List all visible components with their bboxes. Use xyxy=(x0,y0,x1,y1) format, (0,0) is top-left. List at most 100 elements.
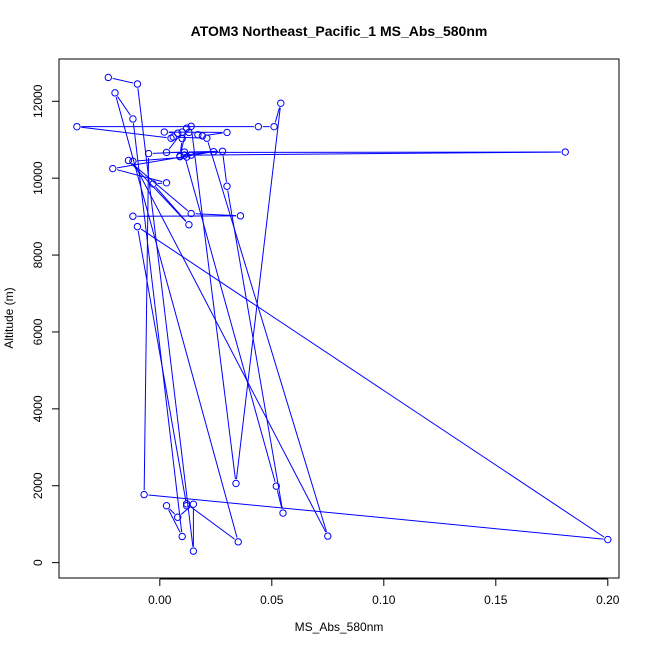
data-point xyxy=(234,538,242,546)
y-tick-label: 6000 xyxy=(31,318,45,345)
x-tick-label: 0.15 xyxy=(484,593,508,607)
data-point xyxy=(178,532,186,541)
series-segment xyxy=(180,142,183,152)
data-point xyxy=(185,221,193,229)
data-point xyxy=(187,122,195,130)
series-segment xyxy=(140,228,605,538)
x-tick-label: 0.00 xyxy=(148,593,172,607)
series-segment xyxy=(131,162,189,212)
series-segment xyxy=(227,190,283,509)
data-point xyxy=(236,212,245,220)
data-point xyxy=(133,80,142,88)
data-point xyxy=(162,148,171,157)
data-point xyxy=(174,129,182,137)
series-segment xyxy=(169,508,176,515)
series-segment xyxy=(195,213,237,217)
data-point xyxy=(189,547,198,555)
series-segment xyxy=(185,159,276,483)
data-point xyxy=(272,482,280,490)
series-segment xyxy=(131,163,187,222)
x-axis-label: MS_Abs_580nm xyxy=(295,620,384,634)
data-point xyxy=(277,99,285,107)
series-segment xyxy=(188,150,219,153)
x-tick-label: 0.10 xyxy=(372,593,396,607)
data-point xyxy=(270,122,278,131)
data-point xyxy=(149,180,157,188)
series-segment xyxy=(168,135,180,150)
data-point xyxy=(174,513,182,521)
data-point xyxy=(162,179,171,187)
data-point xyxy=(187,209,195,218)
data-point xyxy=(111,89,119,97)
data-point xyxy=(167,134,175,142)
series-segment xyxy=(81,126,167,139)
y-tick-label: 2000 xyxy=(31,472,45,499)
series-segment xyxy=(191,130,236,480)
y-axis: 0 2000 4000 6000 8000 10000 12000 xyxy=(31,84,60,566)
y-axis-label: Altitude (m) xyxy=(2,287,16,348)
series-segment xyxy=(137,230,187,502)
data-point xyxy=(561,148,569,156)
data-point xyxy=(198,132,207,140)
series-segment xyxy=(116,169,163,183)
data-point xyxy=(133,222,142,231)
series-segment xyxy=(235,107,281,480)
series-segment xyxy=(189,506,235,540)
series-segment xyxy=(276,490,283,509)
series-segment xyxy=(206,132,223,136)
data-point xyxy=(73,122,81,131)
data-point xyxy=(254,122,263,131)
series-segment xyxy=(134,164,327,533)
chart-title: ATOM3 Northeast_Pacific_1 MS_Abs_580nm xyxy=(191,23,488,39)
series-segment xyxy=(137,88,194,547)
data-point xyxy=(178,128,186,136)
data-point xyxy=(324,532,332,540)
data-point xyxy=(203,134,211,142)
x-axis: 0.00 0.05 0.10 0.15 0.20 xyxy=(148,578,620,607)
x-tick-label: 0.05 xyxy=(260,593,284,607)
y-tick-label: 0 xyxy=(31,559,45,566)
data-point xyxy=(218,147,227,155)
data-point xyxy=(232,479,240,488)
series-segment xyxy=(112,77,134,84)
data-point xyxy=(180,151,189,159)
data-point xyxy=(160,128,168,136)
x-tick-label: 0.20 xyxy=(596,593,620,607)
series-segment xyxy=(222,155,227,182)
data-point xyxy=(604,535,612,544)
y-tick-label: 8000 xyxy=(31,241,45,268)
data-point xyxy=(209,147,218,156)
data-point xyxy=(140,490,148,499)
series-segment xyxy=(207,142,327,533)
data-point xyxy=(104,73,112,82)
data-point xyxy=(124,156,133,165)
y-tick-label: 10000 xyxy=(31,161,45,195)
data-point xyxy=(279,509,287,517)
data-point xyxy=(223,128,231,137)
series-segment xyxy=(195,151,561,156)
data-point xyxy=(162,502,171,510)
data-point xyxy=(144,149,153,158)
series-segment xyxy=(274,107,281,123)
data-point xyxy=(194,131,202,139)
series-segment xyxy=(132,123,183,533)
data-point xyxy=(129,157,137,165)
data-point xyxy=(129,115,137,123)
y-tick-label: 12000 xyxy=(31,84,45,118)
y-tick-label: 4000 xyxy=(31,395,45,422)
data-point xyxy=(176,152,184,161)
series-segment xyxy=(143,157,150,491)
series-segment xyxy=(148,494,604,540)
series-segment xyxy=(115,96,238,538)
data-point xyxy=(182,502,191,510)
data-point xyxy=(223,182,231,190)
data-point xyxy=(109,164,117,173)
series-segment xyxy=(168,509,181,533)
data-point xyxy=(129,212,137,220)
series-layer xyxy=(73,73,612,555)
series-segment xyxy=(117,96,131,116)
data-point xyxy=(182,124,191,132)
data-point xyxy=(182,500,191,508)
